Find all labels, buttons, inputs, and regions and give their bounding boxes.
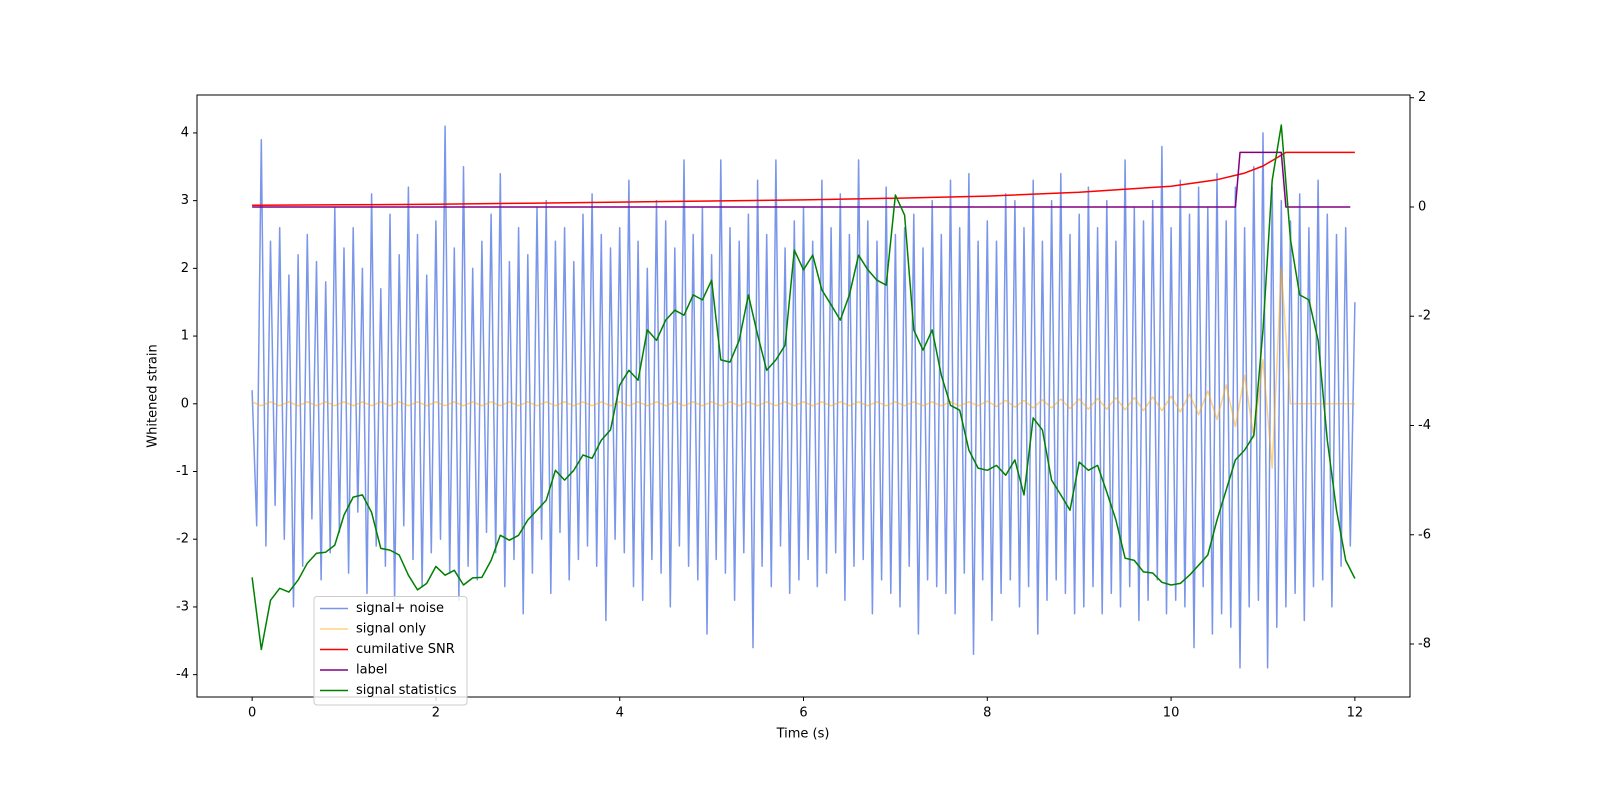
y-tick-label: -1	[176, 464, 189, 479]
legend-box	[313, 596, 468, 706]
y-tick-label: 0	[181, 396, 189, 411]
y-tick-label: 1	[181, 329, 189, 344]
y-tick-label: 3	[181, 193, 189, 208]
y-axis-label: Whitened strain	[146, 344, 161, 447]
y2-tick-label: -2	[1418, 309, 1431, 324]
y-tick-label: -2	[176, 532, 189, 547]
y-tick-label: 4	[181, 125, 189, 140]
legend-label: label	[356, 663, 387, 678]
legend-label: signal only	[356, 622, 426, 637]
plot-area	[251, 124, 1356, 669]
y2-tick-label: 0	[1418, 199, 1426, 214]
y2-tick-label: -6	[1418, 527, 1431, 542]
series-line	[251, 267, 1355, 469]
x-tick-label: 0	[248, 706, 256, 721]
x-axis-label: Time (s)	[776, 727, 830, 742]
series-line	[252, 151, 1351, 208]
x-tick-label: 8	[983, 706, 991, 721]
legend-label: cumilative SNR	[356, 642, 455, 657]
y-tick-label: -4	[176, 667, 189, 682]
y-tick-label: -3	[176, 599, 189, 614]
legend-label: signal+ noise	[356, 601, 444, 616]
series-line	[251, 124, 1356, 651]
x-tick-label: 4	[616, 706, 624, 721]
x-tick-label: 2	[432, 706, 440, 721]
x-tick-label: 12	[1347, 706, 1364, 721]
x-tick-label: 6	[799, 706, 807, 721]
y-tick-label: 2	[181, 261, 189, 276]
series-line	[252, 151, 1355, 207]
y2-tick-label: 2	[1418, 90, 1426, 105]
y2-tick-label: -8	[1418, 637, 1431, 652]
y2-tick-label: -4	[1418, 418, 1431, 433]
legend-label: signal statistics	[356, 683, 457, 698]
legend: signal+ noise signal only cumilative SNR la…	[313, 596, 468, 706]
x-tick-label: 10	[1163, 706, 1180, 721]
